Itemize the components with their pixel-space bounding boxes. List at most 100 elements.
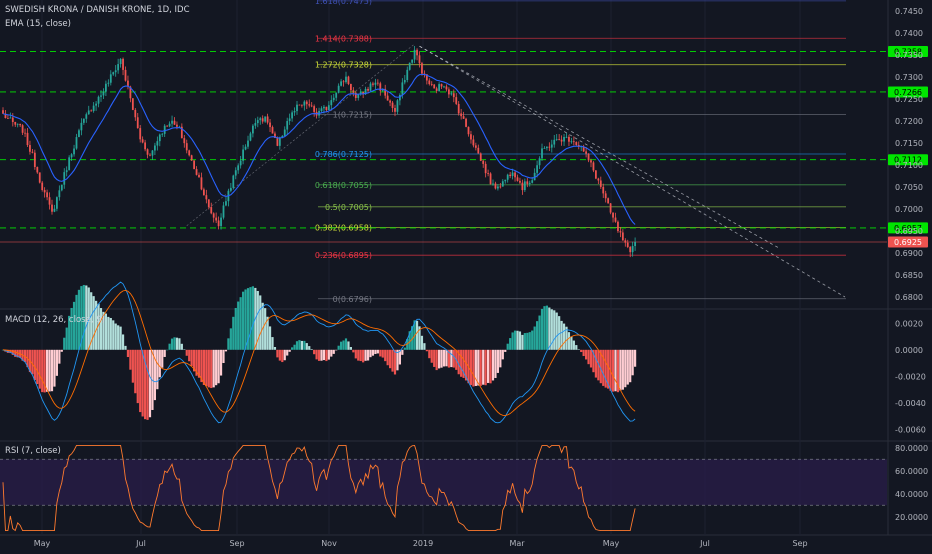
candle-body <box>200 177 203 190</box>
x-tick-label: Sep <box>792 539 807 548</box>
candle-body <box>372 83 374 85</box>
macd-histogram-bar <box>438 349 441 369</box>
macd-histogram-bar <box>268 326 272 350</box>
candle-body <box>151 150 154 156</box>
macd-histogram-bar <box>58 349 61 364</box>
candle-body <box>205 195 208 200</box>
macd-histogram-bar <box>141 349 144 417</box>
macd-histogram-bar <box>298 340 301 350</box>
macd-histogram-bar <box>423 343 426 350</box>
candle-body <box>100 95 102 97</box>
current-price-label: 0.6925 <box>894 238 922 247</box>
candle-body <box>215 217 218 221</box>
macd-histogram-bar <box>548 307 551 350</box>
candle-body <box>384 88 387 96</box>
macd-histogram-bar <box>543 306 546 350</box>
candle-body <box>367 88 369 91</box>
candle-body <box>595 170 597 179</box>
candle-body <box>347 76 350 85</box>
candle-body <box>70 154 73 158</box>
macd-histogram-bar <box>491 349 495 381</box>
rsi-legend[interactable]: RSI (7, close) <box>5 446 61 456</box>
candle-body <box>198 174 200 178</box>
candle-body <box>305 101 308 105</box>
macd-histogram-bar <box>112 320 115 350</box>
candle-body <box>484 163 487 174</box>
macd-histogram-bar <box>442 349 446 367</box>
macd-histogram-bar <box>315 349 318 360</box>
candle-body <box>455 97 458 104</box>
candle-body <box>487 173 489 174</box>
macd-histogram-bar <box>340 341 343 350</box>
macd-histogram-bar <box>188 349 191 362</box>
macd-histogram-bar <box>560 320 563 350</box>
level-price-tag <box>888 86 928 98</box>
candle-body <box>509 174 512 176</box>
x-tick-label: Sep <box>229 539 244 548</box>
macd-histogram-bar <box>16 349 19 358</box>
price-tick-label: 0.6800 <box>895 293 923 302</box>
macd-histogram-bar <box>550 309 553 350</box>
macd-tick-label: 0.0000 <box>895 346 923 355</box>
macd-histogram-bar <box>43 349 46 393</box>
candle-body <box>217 220 220 227</box>
macd-histogram-bar <box>450 349 453 368</box>
candle-body <box>163 125 166 134</box>
fib-level-label: 1.272(0.7328) <box>315 61 372 70</box>
macd-histogram-bar <box>457 349 460 375</box>
candle-body <box>266 116 269 123</box>
macd-histogram-bar <box>246 288 250 350</box>
macd-histogram-bar <box>197 349 201 378</box>
candle-body <box>144 142 146 150</box>
macd-histogram-bar <box>464 349 468 381</box>
macd-histogram-bar <box>180 343 183 350</box>
candle-body <box>254 123 257 126</box>
rsi-tick-label: 40.0000 <box>895 490 928 499</box>
candle-body <box>29 145 31 152</box>
candle-body <box>63 172 66 185</box>
candle-body <box>332 97 335 101</box>
macd-legend[interactable]: MACD (12, 26, close, 9) <box>5 315 105 325</box>
macd-histogram-bar <box>528 332 531 350</box>
candle-body <box>176 124 178 127</box>
candle-body <box>247 140 249 147</box>
x-tick-label: May <box>34 539 51 548</box>
candle-body <box>31 151 34 153</box>
rsi-tick-label: 80.0000 <box>895 444 928 453</box>
macd-tick-label: -0.0040 <box>895 399 926 408</box>
candle-body <box>335 92 338 98</box>
macd-histogram-bar <box>217 349 220 384</box>
macd-histogram-bar <box>92 296 95 350</box>
candle-body <box>112 72 115 75</box>
macd-histogram-bar <box>344 338 348 350</box>
macd-histogram-bar <box>14 349 17 357</box>
macd-histogram-bar <box>337 345 340 350</box>
candle-body <box>261 118 264 122</box>
candle-body <box>629 247 632 253</box>
macd-histogram-bar <box>393 349 397 375</box>
macd-histogram-bar <box>210 349 213 389</box>
candle-body <box>621 232 624 241</box>
macd-histogram-bar <box>479 349 482 386</box>
macd-histogram-bar <box>107 316 110 350</box>
macd-histogram-bar <box>99 308 103 350</box>
candle-body <box>489 173 492 185</box>
candle-body <box>11 117 14 122</box>
x-tick-label: Mar <box>509 539 525 548</box>
macd-histogram-bar <box>55 349 58 376</box>
macd-histogram-bar <box>82 284 85 350</box>
macd-histogram-bar <box>401 349 404 355</box>
candle-body <box>369 83 372 91</box>
macd-histogram-bar <box>558 316 561 350</box>
macd-histogram-bar <box>136 349 139 404</box>
candle-body <box>553 139 556 145</box>
macd-histogram-bar <box>156 349 159 390</box>
candle-body <box>127 80 129 87</box>
candle-body <box>497 186 499 189</box>
ema-legend[interactable]: EMA (15, close) <box>5 19 71 29</box>
macd-histogram-bar <box>521 334 524 350</box>
candle-body <box>141 139 144 143</box>
macd-histogram-bar <box>408 331 411 350</box>
